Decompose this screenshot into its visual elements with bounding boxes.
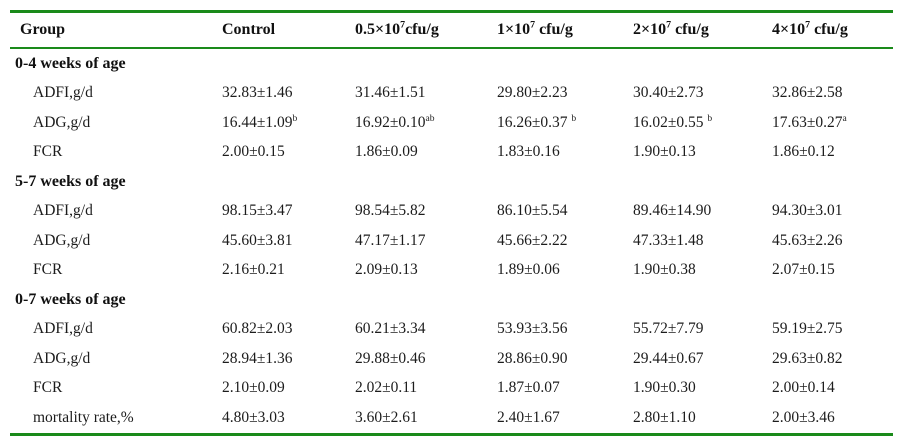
superscript: 7 xyxy=(400,19,406,31)
value-cell: 60.21±3.34 xyxy=(355,320,426,338)
value-cell: 16.02±0.55 b xyxy=(633,112,713,131)
value-cell: 55.72±7.79 xyxy=(633,320,704,338)
value-cell: 2.10±0.09 xyxy=(222,379,285,397)
value-cell: 4.80±3.03 xyxy=(222,408,285,426)
row-label: FCR xyxy=(33,143,63,161)
superscript: 7 xyxy=(805,19,811,31)
table-row: ADG,g/d 45.60±3.81 47.17±1.17 45.66±2.22 47.… xyxy=(10,226,893,256)
superscript: ab xyxy=(425,112,435,124)
row-label: FCR xyxy=(33,379,63,397)
column-header-dose: 1×107 cfu/g xyxy=(497,19,573,38)
value-cell: 45.66±2.22 xyxy=(497,231,568,249)
table-header-row: Group Control 0.5×107cfu/g 1×107 cfu/g 2×107… xyxy=(10,11,893,48)
row-label: ADG,g/d xyxy=(33,349,91,367)
value-cell: 1.86±0.12 xyxy=(772,143,835,161)
table-row: ADFI,g/d 60.82±2.03 60.21±3.34 53.93±3.56 55… xyxy=(10,315,893,345)
value-cell: 89.46±14.90 xyxy=(633,202,712,220)
value-cell: 1.87±0.07 xyxy=(497,379,560,397)
value-cell: 17.63±0.27a xyxy=(772,112,847,131)
value-cell: 94.30±3.01 xyxy=(772,202,843,220)
value-cell: 59.19±2.75 xyxy=(772,320,843,338)
superscript: b xyxy=(292,112,298,124)
value-cell: 1.83±0.16 xyxy=(497,143,560,161)
table-row: FCR 2.16±0.21 2.09±0.13 1.89±0.06 1.90±0.38 2… xyxy=(10,256,893,286)
superscript: 7 xyxy=(666,19,672,31)
value-cell: 29.88±0.46 xyxy=(355,349,426,367)
table-row: FCR 2.10±0.09 2.02±0.11 1.87±0.07 1.90±0.30 2… xyxy=(10,374,893,404)
row-label: FCR xyxy=(33,261,63,279)
value-cell: 3.60±2.61 xyxy=(355,408,418,426)
row-label: ADG,g/d xyxy=(33,113,91,131)
value-cell: 45.60±3.81 xyxy=(222,231,293,249)
growth-performance-table: Group Control 0.5×107cfu/g 1×107 cfu/g 2×107… xyxy=(10,10,893,436)
value-cell: 29.63±0.82 xyxy=(772,349,843,367)
row-label: mortality rate,% xyxy=(33,408,134,426)
value-cell: 28.94±1.36 xyxy=(222,349,293,367)
section-title: 5-7 weeks of age xyxy=(15,172,126,190)
table-body: 0-4 weeks of age ADFI,g/d 32.83±1.46 31.46±… xyxy=(10,48,893,434)
column-header-dose: Control xyxy=(222,21,276,38)
value-cell: 45.63±2.26 xyxy=(772,231,843,249)
value-cell: 31.46±1.51 xyxy=(355,84,426,102)
value-cell: 2.16±0.21 xyxy=(222,261,285,279)
table-row: FCR 2.00±0.15 1.86±0.09 1.83±0.16 1.90±0.13 1… xyxy=(10,138,893,168)
row-label: ADFI,g/d xyxy=(33,320,93,338)
table-row: ADG,g/d 16.44±1.09b 16.92±0.10ab 16.26±0.37… xyxy=(10,108,893,138)
results-table: Group Control 0.5×107cfu/g 1×107 cfu/g 2×107… xyxy=(10,10,893,436)
value-cell: 16.44±1.09b xyxy=(222,112,298,131)
row-label: ADFI,g/d xyxy=(33,202,93,220)
value-cell: 2.02±0.11 xyxy=(355,379,418,397)
value-cell: 1.86±0.09 xyxy=(355,143,418,161)
column-header-dose: 0.5×107cfu/g xyxy=(355,19,439,38)
value-cell: 1.90±0.13 xyxy=(633,143,696,161)
value-cell: 30.40±2.73 xyxy=(633,84,704,102)
column-header-dose: 4×107 cfu/g xyxy=(772,19,848,38)
value-cell: 2.00±3.46 xyxy=(772,408,835,426)
section-title: 0-7 weeks of age xyxy=(15,290,126,308)
value-cell: 16.26±0.37 b xyxy=(497,112,577,131)
value-cell: 2.80±1.10 xyxy=(633,408,696,426)
value-cell: 1.90±0.30 xyxy=(633,379,696,397)
table-row: ADG,g/d 28.94±1.36 29.88±0.46 28.86±0.90 29.… xyxy=(10,344,893,374)
section-row: 0-4 weeks of age xyxy=(10,48,893,79)
value-cell: 29.44±0.67 xyxy=(633,349,704,367)
value-cell: 60.82±2.03 xyxy=(222,320,293,338)
column-header-group: Group xyxy=(20,21,66,38)
value-cell: 32.86±2.58 xyxy=(772,84,843,102)
value-cell: 2.09±0.13 xyxy=(355,261,418,279)
value-cell: 47.17±1.17 xyxy=(355,231,426,249)
table-row: mortality rate,% 4.80±3.03 3.60±2.61 2.40±1… xyxy=(10,403,893,434)
value-cell: 2.40±1.67 xyxy=(497,408,560,426)
column-header-dose: 2×107 cfu/g xyxy=(633,19,709,38)
value-cell: 16.92±0.10ab xyxy=(355,112,435,131)
value-cell: 1.89±0.06 xyxy=(497,261,560,279)
table-row: ADFI,g/d 32.83±1.46 31.46±1.51 29.80±2.23 30… xyxy=(10,79,893,109)
value-cell: 2.00±0.14 xyxy=(772,379,835,397)
value-cell: 1.90±0.38 xyxy=(633,261,696,279)
section-row: 0-7 weeks of age xyxy=(10,285,893,315)
value-cell: 47.33±1.48 xyxy=(633,231,704,249)
superscript: a xyxy=(842,112,847,124)
value-cell: 98.54±5.82 xyxy=(355,202,426,220)
superscript: b xyxy=(571,112,577,124)
value-cell: 32.83±1.46 xyxy=(222,84,293,102)
superscript: b xyxy=(707,112,713,124)
value-cell: 98.15±3.47 xyxy=(222,202,293,220)
value-cell: 2.00±0.15 xyxy=(222,143,285,161)
value-cell: 29.80±2.23 xyxy=(497,84,568,102)
row-label: ADFI,g/d xyxy=(33,84,93,102)
section-row: 5-7 weeks of age xyxy=(10,167,893,197)
table-row: ADFI,g/d 98.15±3.47 98.54±5.82 86.10±5.54 89… xyxy=(10,197,893,227)
value-cell: 86.10±5.54 xyxy=(497,202,568,220)
value-cell: 28.86±0.90 xyxy=(497,349,568,367)
value-cell: 2.07±0.15 xyxy=(772,261,835,279)
section-title: 0-4 weeks of age xyxy=(15,54,126,72)
value-cell: 53.93±3.56 xyxy=(497,320,568,338)
row-label: ADG,g/d xyxy=(33,231,91,249)
superscript: 7 xyxy=(530,19,536,31)
